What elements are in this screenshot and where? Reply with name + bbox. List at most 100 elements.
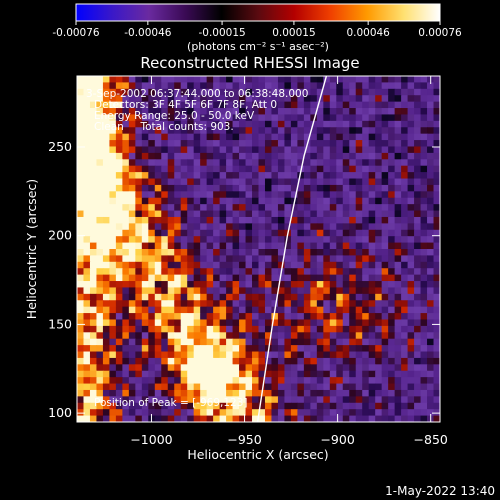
heatmap-cell [375, 345, 383, 353]
heatmap-cell [277, 178, 286, 186]
heatmap-cell [316, 210, 324, 218]
heatmap-cell [323, 88, 331, 96]
heatmap-cell [141, 88, 149, 96]
heatmap-cell [407, 377, 415, 385]
heatmap-cell [148, 268, 156, 276]
heatmap-cell [245, 313, 253, 321]
heatmap-cell [193, 402, 201, 410]
heatmap-cell [89, 178, 98, 186]
heatmap-cell [316, 101, 324, 109]
heatmap-cell [174, 415, 182, 422]
y-tick-label: 100 [48, 405, 72, 420]
heatmap-cell [284, 184, 292, 192]
heatmap-cell [401, 306, 409, 314]
heatmap-cell [252, 146, 260, 154]
heatmap-cell [109, 319, 117, 327]
heatmap-cell [258, 255, 266, 263]
heatmap-cell [193, 88, 201, 96]
heatmap-cell [375, 216, 383, 224]
heatmap-cell [433, 242, 440, 250]
heatmap-cell [135, 402, 143, 410]
heatmap-cell [407, 261, 415, 269]
heatmap-cell [174, 197, 182, 205]
heatmap-cell [349, 389, 357, 397]
y-tick-label: 200 [48, 228, 72, 243]
heatmap-cell [213, 402, 221, 410]
heatmap-cell [394, 351, 402, 359]
heatmap-cell [128, 120, 136, 128]
heatmap-cell [290, 88, 298, 96]
heatmap-cell [128, 165, 136, 173]
heatmap-cell [329, 306, 337, 314]
heatmap-cell [277, 261, 286, 269]
heatmap-cell [89, 249, 98, 257]
heatmap-cell [284, 409, 292, 417]
heatmap-cell [83, 402, 91, 410]
heatmap-cell [89, 319, 98, 327]
heatmap-cell [226, 223, 234, 231]
heatmap-cell [284, 300, 292, 308]
heatmap-cell [232, 76, 240, 84]
heatmap-cell [174, 140, 182, 148]
chart-title: Reconstructed RHESSI Image [140, 54, 359, 72]
heatmap-cell [433, 345, 440, 353]
heatmap-cell [232, 389, 240, 397]
heatmap-cell [135, 357, 143, 365]
heatmap-cell [336, 370, 344, 378]
heatmap-cell [303, 274, 311, 282]
heatmap-cell [245, 88, 253, 96]
heatmap-cell [245, 82, 253, 90]
heatmap-cell [96, 377, 104, 385]
heatmap-cell [83, 261, 91, 269]
heatmap-cell [414, 293, 422, 301]
heatmap-cell [264, 108, 273, 116]
heatmap-cell [381, 236, 389, 244]
annotation-detectors: Detectors: 3F 4F 5F 6F 7F 8F, Att 0 [94, 99, 277, 111]
heatmap-cell [219, 351, 227, 359]
heatmap-cell [349, 191, 357, 199]
heatmap-cell [349, 402, 357, 410]
heatmap-cell [414, 357, 422, 365]
heatmap-cell [161, 249, 169, 257]
heatmap-cell [239, 178, 247, 186]
heatmap-cell [135, 127, 143, 135]
heatmap-cell [239, 101, 247, 109]
heatmap-cell [83, 159, 91, 167]
heatmap-cell [355, 281, 363, 289]
heatmap-cell [102, 120, 111, 128]
heatmap-cell [180, 101, 188, 109]
heatmap-cell [336, 332, 344, 340]
heatmap-cell [89, 364, 98, 372]
heatmap-cell [200, 191, 208, 199]
heatmap-cell [368, 338, 376, 346]
heatmap-cell [342, 357, 350, 365]
heatmap-cell [77, 242, 85, 250]
heatmap-cell [329, 88, 337, 96]
plot-frame [76, 75, 441, 423]
heatmap-cell [349, 236, 357, 244]
heatmap-cell [239, 242, 247, 250]
heatmap-cell [219, 319, 227, 327]
heatmap-cell [213, 293, 221, 301]
heatmap-cell [213, 364, 221, 372]
heatmap-cell [135, 338, 143, 346]
heatmap-cell [122, 184, 130, 192]
heatmap-cell [252, 268, 260, 276]
heatmap-cell [226, 114, 234, 122]
heatmap-cell [401, 76, 409, 84]
heatmap-cell [323, 306, 331, 314]
heatmap-cell [375, 146, 383, 154]
heatmap-cell [329, 242, 337, 250]
heatmap-cell [187, 184, 195, 192]
annotation-clean-counts: Clean Total counts: 903. [94, 121, 234, 133]
heatmap-cell [141, 133, 149, 141]
heatmap-cell [180, 210, 188, 218]
heatmap-cell [200, 332, 208, 340]
heatmap-cell [310, 197, 318, 205]
heatmap-cell [180, 274, 188, 282]
heatmap-cell [329, 370, 337, 378]
heatmap-cell [219, 332, 227, 340]
heatmap-cell [239, 88, 247, 96]
heatmap-cell [96, 178, 104, 186]
heatmap-cell [174, 165, 182, 173]
